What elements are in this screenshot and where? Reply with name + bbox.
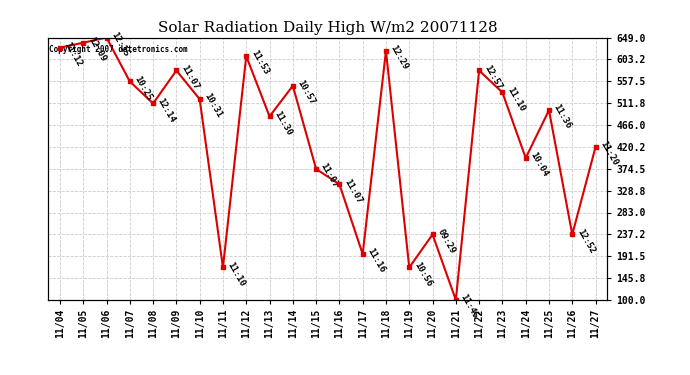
Title: Solar Radiation Daily High W/m2 20071128: Solar Radiation Daily High W/m2 20071128 <box>158 21 497 35</box>
Text: 11:10: 11:10 <box>226 260 247 288</box>
Text: Copyright 2007 datetronics.com: Copyright 2007 datetronics.com <box>50 45 188 54</box>
Text: 12:09: 12:09 <box>86 36 107 63</box>
Text: 11:12: 11:12 <box>63 40 84 68</box>
Text: 11:16: 11:16 <box>366 247 386 274</box>
Text: 11:20: 11:20 <box>598 140 620 168</box>
Text: 11:07: 11:07 <box>179 63 200 91</box>
Text: 12:29: 12:29 <box>388 44 410 71</box>
Text: 11:10: 11:10 <box>505 85 526 113</box>
Text: 12:57: 12:57 <box>482 63 503 91</box>
Text: 10:56: 10:56 <box>412 260 433 288</box>
Text: 10:57: 10:57 <box>295 78 317 106</box>
Text: 11:30: 11:30 <box>273 109 293 137</box>
Text: 10:31: 10:31 <box>202 92 224 120</box>
Text: 12:14: 12:14 <box>156 96 177 124</box>
Text: 11:07: 11:07 <box>319 162 340 189</box>
Text: 10:25: 10:25 <box>132 74 154 102</box>
Text: 12:15: 12:15 <box>109 30 130 58</box>
Text: 10:04: 10:04 <box>529 151 550 178</box>
Text: 11:45: 11:45 <box>459 293 480 321</box>
Text: 11:07: 11:07 <box>342 177 364 205</box>
Text: 12:52: 12:52 <box>575 227 596 255</box>
Text: 09:29: 09:29 <box>435 227 457 255</box>
Text: 11:53: 11:53 <box>249 49 270 76</box>
Text: 11:36: 11:36 <box>552 103 573 130</box>
